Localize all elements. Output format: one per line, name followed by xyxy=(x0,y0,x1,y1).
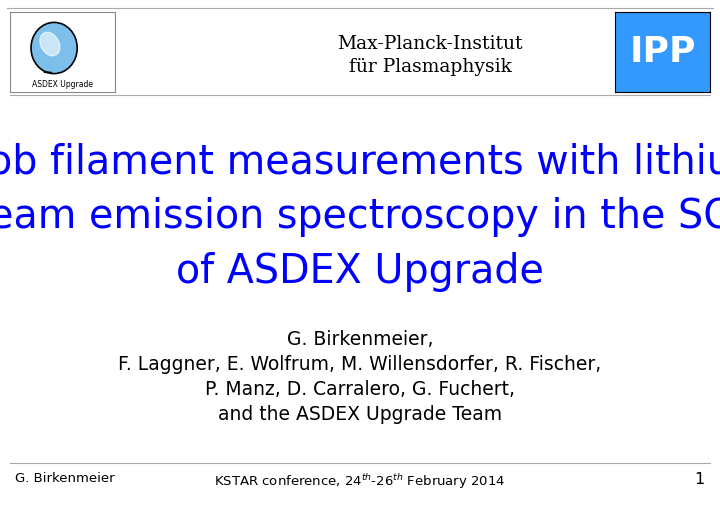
Ellipse shape xyxy=(32,23,76,73)
Text: and the ASDEX Upgrade Team: and the ASDEX Upgrade Team xyxy=(218,405,502,424)
Text: G. Birkenmeier: G. Birkenmeier xyxy=(15,472,114,485)
Text: 1: 1 xyxy=(695,472,705,487)
Ellipse shape xyxy=(40,32,60,56)
FancyArrowPatch shape xyxy=(44,72,51,73)
Text: IPP: IPP xyxy=(629,35,696,69)
Text: P. Manz, D. Carralero, G. Fuchert,: P. Manz, D. Carralero, G. Fuchert, xyxy=(205,380,515,399)
Text: ASDEX Upgrade: ASDEX Upgrade xyxy=(32,80,93,89)
Text: Max-Planck-Institut: Max-Planck-Institut xyxy=(337,35,523,53)
Text: beam emission spectroscopy in the SOL: beam emission spectroscopy in the SOL xyxy=(0,197,720,237)
Text: Blob filament measurements with lithium: Blob filament measurements with lithium xyxy=(0,142,720,182)
Text: G. Birkenmeier,: G. Birkenmeier, xyxy=(287,330,433,349)
Text: F. Laggner, E. Wolfrum, M. Willensdorfer, R. Fischer,: F. Laggner, E. Wolfrum, M. Willensdorfer… xyxy=(118,355,602,374)
Text: für Plasmaphysik: für Plasmaphysik xyxy=(348,58,511,76)
Text: of ASDEX Upgrade: of ASDEX Upgrade xyxy=(176,252,544,292)
Text: KSTAR conference, 24$^{th}$-26$^{th}$ February 2014: KSTAR conference, 24$^{th}$-26$^{th}$ Fe… xyxy=(215,472,505,491)
FancyBboxPatch shape xyxy=(615,12,710,92)
